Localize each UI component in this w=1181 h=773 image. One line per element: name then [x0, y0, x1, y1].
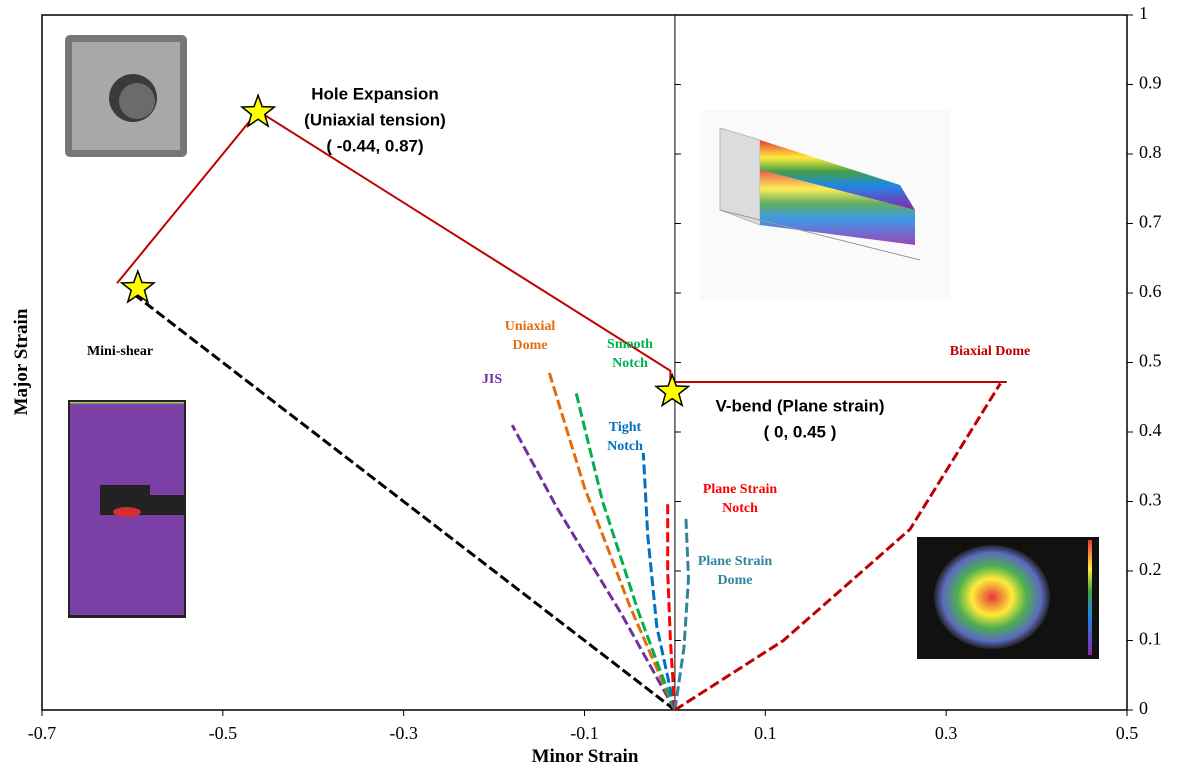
series-label: Plane Strain — [698, 554, 772, 569]
series-label: Smooth — [607, 337, 653, 352]
y-axis-title: Major Strain — [11, 308, 32, 415]
x-tick-label: 0.3 — [935, 723, 958, 743]
x-tick-label: -0.3 — [389, 723, 418, 743]
y-tick-label: 0.9 — [1139, 73, 1162, 93]
series-label: Dome — [718, 573, 753, 588]
y-tick-label: 0.7 — [1139, 212, 1162, 232]
x-tick-label: -0.7 — [28, 723, 57, 743]
series-label: Notch — [612, 356, 648, 371]
strain-path — [675, 515, 689, 710]
series-label: JIS — [482, 372, 502, 387]
annotation-text: Hole Expansion — [311, 84, 439, 103]
annotation-text: ( -0.44, 0.87) — [326, 136, 423, 155]
series-label: Plane Strain — [703, 482, 777, 497]
annotation-text: (Uniaxial tension) — [304, 110, 446, 129]
x-tick-label: 0.1 — [754, 723, 777, 743]
inset-vbend-plot — [700, 110, 950, 300]
strain-path — [132, 293, 675, 710]
x-tick-label: 0.5 — [1116, 723, 1139, 743]
y-tick-label: 0.6 — [1139, 281, 1162, 301]
x-tick-label: -0.1 — [570, 723, 599, 743]
series-label: Notch — [722, 501, 758, 516]
y-tick-label: 0.8 — [1139, 142, 1162, 162]
y-tick-label: 0 — [1139, 698, 1148, 718]
series-label: Notch — [607, 439, 643, 454]
series-label: Tight — [609, 420, 642, 435]
series-label: Biaxial Dome — [950, 344, 1031, 359]
y-tick-label: 0.2 — [1139, 559, 1162, 579]
inset-biaxial-photo — [917, 537, 1099, 659]
y-tick-label: 1 — [1139, 3, 1148, 23]
annotation-text: ( 0, 0.45 ) — [764, 422, 837, 441]
x-axis-title: Minor Strain — [532, 746, 639, 767]
series-label: Uniaxial — [505, 319, 556, 334]
star-marker — [242, 95, 274, 126]
y-tick-label: 0.3 — [1139, 490, 1162, 510]
y-tick-label: 0.4 — [1139, 420, 1162, 440]
y-tick-label: 0.1 — [1139, 629, 1162, 649]
strain-path — [643, 453, 675, 710]
x-tick-label: -0.5 — [209, 723, 238, 743]
chart: Minor Strain Major Strain -0.7 -0.5 -0.3 -0… — [0, 0, 1181, 773]
series-label: Mini-shear — [87, 344, 153, 359]
inset-mini-shear — [68, 400, 186, 618]
y-tick-label: 0.5 — [1139, 351, 1162, 371]
series-label: Dome — [513, 338, 548, 353]
star-marker — [656, 375, 688, 406]
annotation-text: V-bend (Plane strain) — [715, 396, 884, 415]
inset-hole-photo — [65, 35, 187, 157]
